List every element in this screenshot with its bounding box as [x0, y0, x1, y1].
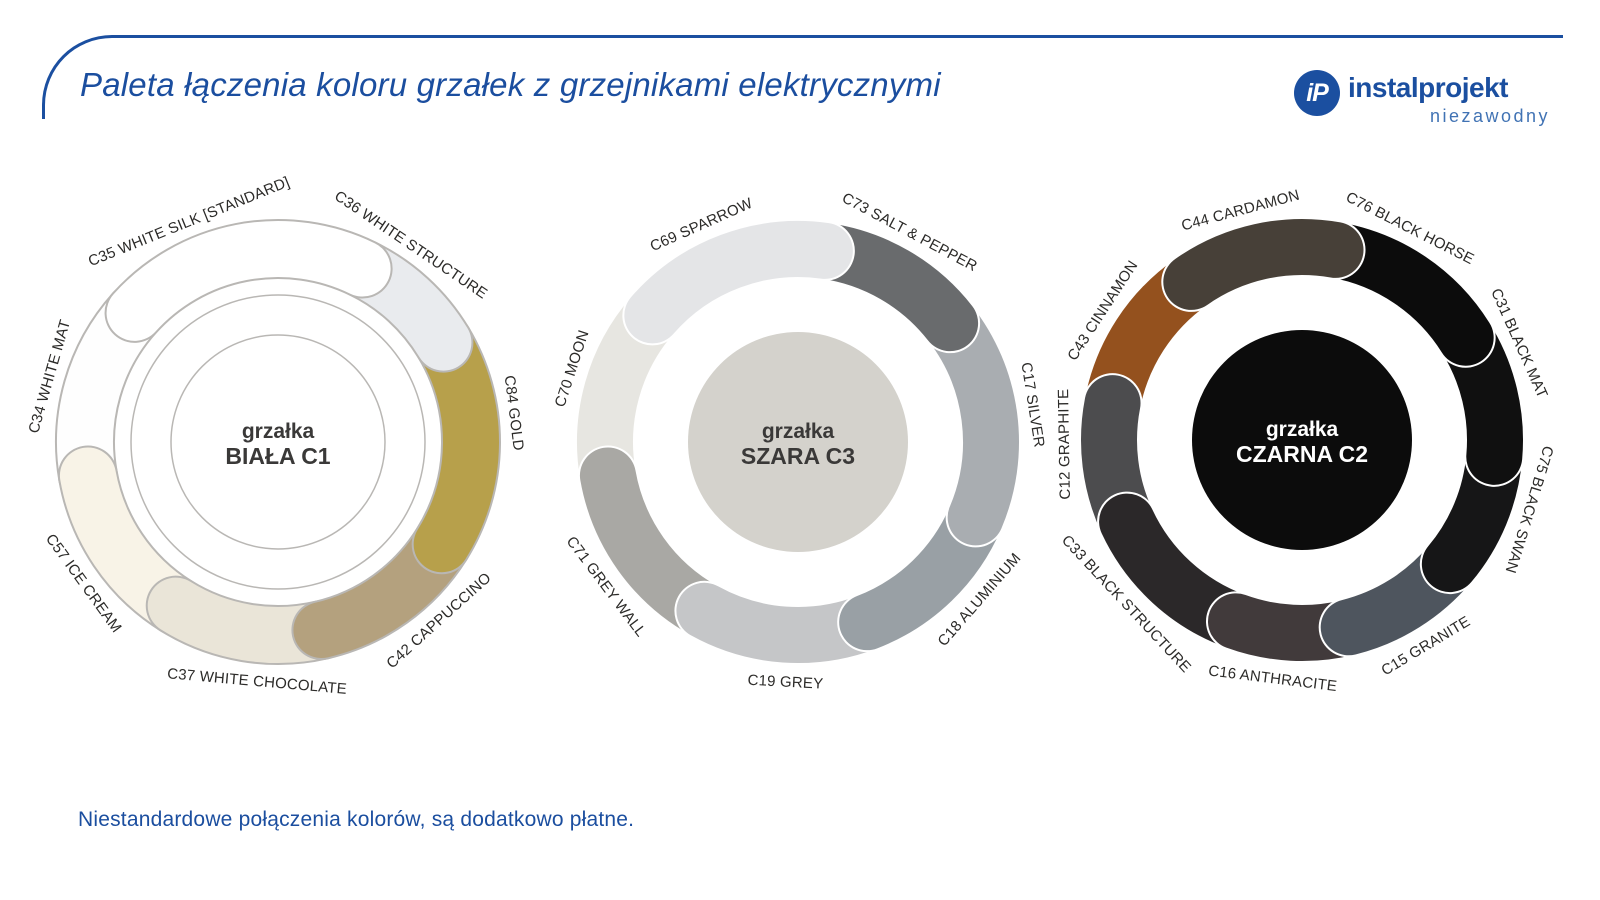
center-label-line1-czarna-c2: grzałka [1266, 418, 1339, 441]
segment-c35 [106, 221, 391, 341]
center-disc-czarna-c2 [1192, 330, 1412, 550]
segment-label-c17: C17 SILVER [1017, 361, 1047, 449]
center-label-line2-biala-c1: BIAŁA C1 [225, 443, 330, 469]
center-label-line2-czarna-c2: CZARNA C2 [1236, 441, 1368, 467]
center-label-line2-szara-c3: SZARA C3 [741, 443, 855, 469]
center-label-line1-szara-c3: grzałka [762, 420, 835, 443]
brand-logo: iP instalprojekt niezawodny [1294, 68, 1556, 132]
brand-logo-icon: iP [1294, 70, 1340, 116]
brand-logo-tagline: niezawodny [1429, 106, 1550, 126]
segment-label-c84: C84 GOLD [501, 374, 527, 451]
center-disc-biala-c1 [170, 334, 386, 550]
segment-label-c12: C12 GRAPHITE [1055, 389, 1074, 500]
brand-logo-name: instalprojekt [1348, 72, 1508, 103]
footer-note: Niestandardowe połączenia kolorów, są do… [78, 808, 635, 831]
center-label-line1-biala-c1: grzałka [242, 420, 315, 443]
segment-label-c19: C19 GREY [747, 672, 824, 693]
page-title: Paleta łączenia koloru grzałek z grzejni… [80, 66, 941, 103]
segment-c84 [413, 314, 499, 573]
center-disc-szara-c3 [688, 332, 908, 552]
segment-c44 [1163, 219, 1364, 310]
segment-c69 [624, 221, 853, 344]
segment-label-c16: C16 ANTHRACITE [1207, 662, 1338, 695]
segment-label-c37: C37 WHITE CHOCOLATE [167, 665, 348, 698]
